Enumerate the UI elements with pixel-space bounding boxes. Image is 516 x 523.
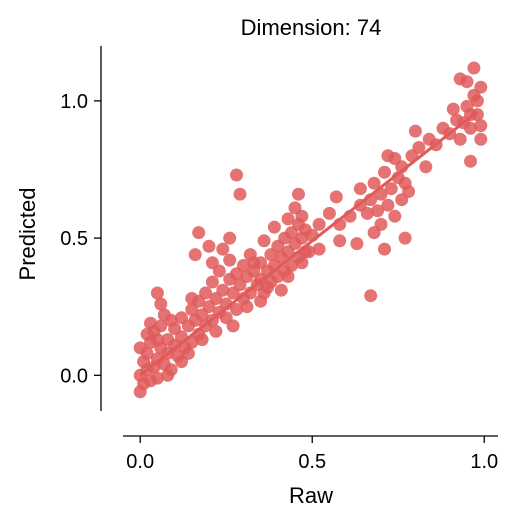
data-point-0-81 xyxy=(230,168,243,182)
data-point-0-83 xyxy=(202,239,216,253)
data-point-0-143 xyxy=(209,324,223,338)
data-point-0-98 xyxy=(371,204,385,218)
y-ticks: 0.0 0.5 1.0 xyxy=(60,91,101,387)
data-point-0-138 xyxy=(140,327,154,341)
data-point-0-147 xyxy=(254,294,268,308)
y-tick-label-1: 0.5 xyxy=(60,228,88,250)
data-point-0-87 xyxy=(247,256,261,270)
data-point-0-163 xyxy=(453,72,467,86)
data-point-0-158 xyxy=(353,182,367,196)
x-tick-label-1: 0.5 xyxy=(298,451,326,473)
data-point-0-162 xyxy=(446,102,460,116)
data-point-0-148 xyxy=(261,281,274,294)
data-point-0-164 xyxy=(464,108,477,122)
data-point-0-89 xyxy=(312,242,326,256)
data-point-0-101 xyxy=(378,165,391,179)
x-axis-label: Raw xyxy=(289,483,333,508)
data-point-0-154 xyxy=(223,231,237,245)
data-point-0-126 xyxy=(474,80,488,94)
data-point-0-168 xyxy=(144,316,157,330)
data-point-0-104 xyxy=(388,209,402,223)
data-point-0-129 xyxy=(474,132,488,146)
data-point-0-11 xyxy=(150,371,164,385)
data-point-0-35 xyxy=(199,286,213,300)
chart-title: Dimension: 74 xyxy=(241,15,382,40)
data-point-0-167 xyxy=(164,313,178,327)
data-point-0-42 xyxy=(216,283,230,297)
data-point-0-108 xyxy=(398,231,412,245)
data-point-0-45 xyxy=(223,253,237,267)
x-tick-label-2: 1.0 xyxy=(470,451,498,473)
data-point-0-85 xyxy=(188,248,202,262)
data-point-0-153 xyxy=(205,256,219,270)
data-point-0-38 xyxy=(205,275,219,289)
data-point-0-80 xyxy=(292,187,305,201)
data-point-0-25 xyxy=(150,286,164,300)
data-point-0-155 xyxy=(257,234,271,248)
data-point-0-146 xyxy=(240,300,254,314)
data-point-0-82 xyxy=(233,187,247,201)
data-point-0-102 xyxy=(381,198,395,212)
data-point-0-159 xyxy=(367,226,381,240)
data-point-0-151 xyxy=(295,256,309,270)
data-point-0-165 xyxy=(474,119,488,133)
data-point-0-97 xyxy=(367,176,381,190)
data-point-0-134 xyxy=(408,124,422,138)
data-point-0-133 xyxy=(419,160,433,174)
data-point-0-161 xyxy=(402,185,416,198)
data-point-0-50 xyxy=(236,259,250,272)
y-axis-label: Predicted xyxy=(15,188,40,281)
data-point-0-86 xyxy=(192,226,206,240)
data-point-0-121 xyxy=(453,132,467,146)
points-layer xyxy=(133,61,488,399)
y-tick-label-0: 0.0 xyxy=(60,365,88,387)
data-point-0-166 xyxy=(185,292,199,305)
data-point-0-8 xyxy=(133,341,147,355)
data-point-0-136 xyxy=(329,190,343,204)
data-point-0-48 xyxy=(230,303,243,316)
trend-layer xyxy=(139,110,479,377)
data-point-0-139 xyxy=(161,368,175,382)
data-point-0-141 xyxy=(181,346,195,360)
y-tick-label-2: 1.0 xyxy=(60,91,88,113)
data-point-0-79 xyxy=(288,201,302,215)
x-ticks: 0.0 0.5 1.0 xyxy=(126,436,498,473)
data-point-0-142 xyxy=(195,333,209,347)
data-point-0-95 xyxy=(360,206,374,220)
data-point-0-15 xyxy=(154,319,168,333)
data-point-0-149 xyxy=(274,283,288,297)
data-point-0-145 xyxy=(226,319,240,333)
data-point-0-127 xyxy=(467,61,481,75)
data-point-0-160 xyxy=(388,152,402,165)
data-point-0-156 xyxy=(267,220,281,234)
data-point-0-111 xyxy=(333,234,347,248)
data-point-0-131 xyxy=(470,94,484,108)
data-point-0-157 xyxy=(281,212,295,226)
data-point-0-115 xyxy=(412,141,426,154)
data-point-0-152 xyxy=(302,245,316,259)
data-point-0-90 xyxy=(312,217,326,231)
data-point-0-110 xyxy=(364,289,378,303)
data-point-0-109 xyxy=(378,242,391,256)
data-point-0-128 xyxy=(464,154,477,168)
data-point-0-150 xyxy=(281,270,295,283)
data-point-0-91 xyxy=(322,206,336,220)
data-point-0-84 xyxy=(216,242,230,256)
data-point-0-135 xyxy=(350,237,364,251)
data-point-0-169 xyxy=(154,297,168,311)
x-tick-label-0: 0.0 xyxy=(126,451,154,473)
trend-line xyxy=(139,110,479,377)
data-point-0-103 xyxy=(384,182,398,196)
data-point-0-137 xyxy=(150,333,164,347)
